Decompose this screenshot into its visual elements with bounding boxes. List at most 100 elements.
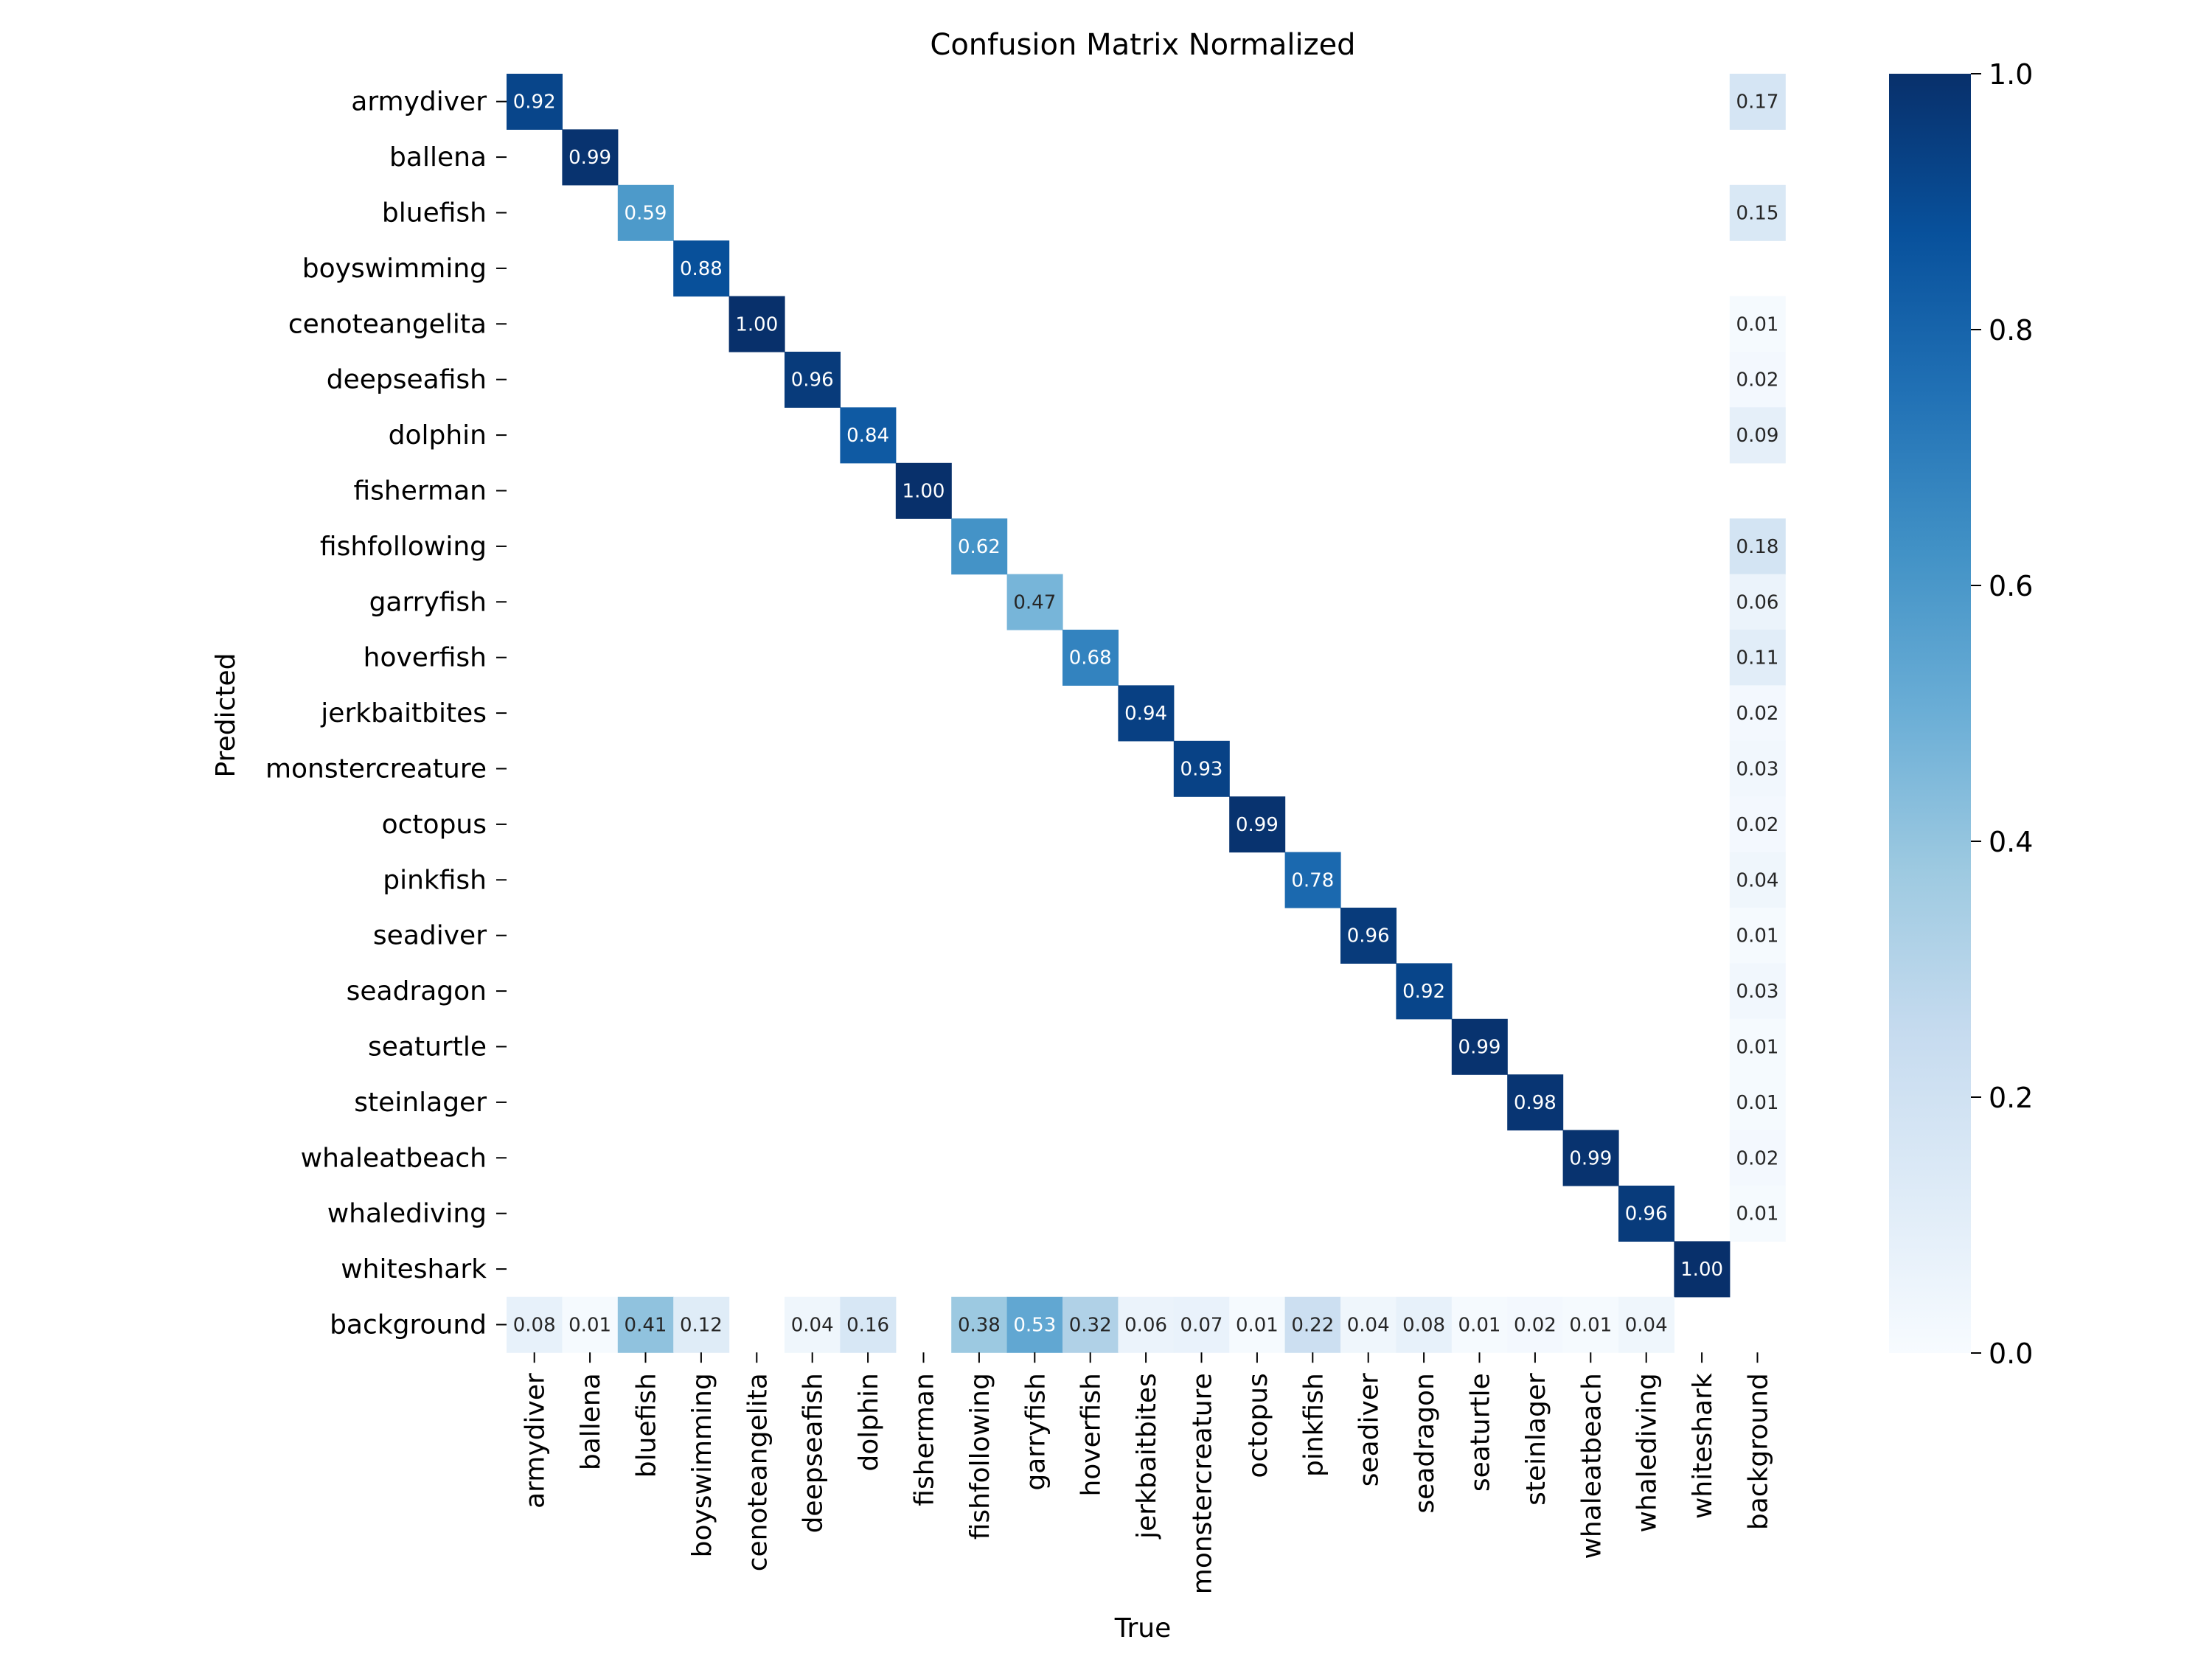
cell-value-label: 0.01 xyxy=(1736,1203,1779,1225)
cell-value-label: 0.06 xyxy=(1736,591,1779,613)
cell-value-label: 0.92 xyxy=(513,91,556,114)
heatmap-cell xyxy=(1729,74,1786,130)
x-tick-label: armydiver xyxy=(521,1373,551,1509)
cell-value-label: 0.15 xyxy=(1736,203,1779,225)
cell-value-label: 0.32 xyxy=(1069,1315,1112,1337)
x-tick-labels: armydiver ballena bluefish boyswimming cenot… xyxy=(521,1352,1774,1594)
y-tick-labels: armydiver ballena bluefish boyswimming cenot… xyxy=(265,87,507,1340)
heatmap-cell xyxy=(1618,1296,1674,1353)
cell-value-label: 0.99 xyxy=(568,147,611,169)
y-tick-label: bluefish xyxy=(382,198,487,229)
cell-value-label: 0.01 xyxy=(1736,1037,1779,1059)
cell-value-label: 0.78 xyxy=(1291,869,1334,891)
heatmap-cell xyxy=(673,240,730,297)
y-tick-label: seadiver xyxy=(373,921,487,951)
heatmap-cell xyxy=(1729,1186,1786,1242)
heatmap-cell xyxy=(1006,1296,1063,1353)
heatmap-cell xyxy=(785,1296,841,1353)
heatmap-cell xyxy=(1396,1296,1453,1353)
cell-value-label: 0.98 xyxy=(1514,1092,1557,1114)
colorbar: 0.0 0.2 0.4 0.6 0.8 1.0 xyxy=(1889,58,2033,1370)
cell-value-label: 0.96 xyxy=(1625,1203,1668,1225)
x-tick-label: seadiver xyxy=(1354,1373,1385,1486)
cell-value-label: 0.08 xyxy=(1402,1315,1445,1337)
heatmap-cell xyxy=(1340,908,1397,964)
cell-value-label: 0.02 xyxy=(1736,369,1779,392)
cell-value-label: 0.08 xyxy=(513,1315,556,1337)
heatmap-cell xyxy=(895,462,952,519)
colorbar-tick-label: 0.8 xyxy=(1989,314,2033,347)
cell-value-label: 0.01 xyxy=(1458,1315,1501,1337)
heatmap-cell xyxy=(785,352,841,408)
x-tick-label: octopus xyxy=(1243,1373,1273,1478)
cell-value-label: 0.02 xyxy=(1736,814,1779,836)
colorbar-tick-label: 0.2 xyxy=(1989,1082,2033,1114)
cell-value-label: 0.94 xyxy=(1124,703,1167,725)
cell-value-label: 1.00 xyxy=(902,481,945,503)
x-tick-label: ballena xyxy=(576,1373,606,1470)
colorbar-tick-label: 0.6 xyxy=(1989,570,2033,602)
cell-value-label: 0.01 xyxy=(1236,1315,1279,1337)
heatmap-cell xyxy=(1674,1241,1731,1298)
heatmap-cell xyxy=(1729,1074,1786,1131)
cell-value-label: 0.62 xyxy=(958,536,1001,558)
y-tick-label: pinkfish xyxy=(383,865,487,895)
x-tick-label: hoverfish xyxy=(1077,1373,1107,1496)
heatmap-cell xyxy=(1173,1296,1230,1353)
heatmap-cell xyxy=(1729,908,1786,964)
cell-value-label: 0.03 xyxy=(1736,759,1779,781)
heatmap-cell xyxy=(1340,1296,1397,1353)
cell-value-label: 0.01 xyxy=(568,1315,611,1337)
cell-value-label: 0.59 xyxy=(625,203,667,225)
heatmap-cell xyxy=(1729,852,1786,908)
heatmap-cell xyxy=(1729,1018,1786,1075)
x-axis-label: True xyxy=(1114,1613,1171,1644)
heatmap-cell xyxy=(1284,852,1341,908)
heatmap-cell xyxy=(1729,407,1786,464)
heatmap-cell xyxy=(562,1296,619,1353)
heatmap-cell xyxy=(840,407,897,464)
cell-value-label: 0.99 xyxy=(1458,1037,1501,1059)
heatmap-cell xyxy=(1729,574,1786,630)
x-tick-label: whiteshark xyxy=(1688,1373,1718,1519)
x-tick-label: cenoteangelita xyxy=(742,1373,773,1571)
cell-value-label: 0.06 xyxy=(1124,1315,1167,1337)
x-tick-label: pinkfish xyxy=(1298,1373,1329,1477)
x-tick-label: whaleatbeach xyxy=(1576,1373,1607,1559)
cell-value-label: 0.03 xyxy=(1736,981,1779,1003)
heatmap-cell xyxy=(1396,963,1453,1020)
cell-value-label: 0.96 xyxy=(791,369,834,392)
y-tick-label: hoverfish xyxy=(364,643,487,673)
cell-value-label: 0.02 xyxy=(1514,1315,1557,1337)
cell-value-label: 0.04 xyxy=(791,1315,834,1337)
y-tick-label: whaleatbeach xyxy=(301,1143,487,1173)
x-tick-label: background xyxy=(1744,1373,1774,1530)
heatmap-cell xyxy=(951,518,1008,575)
heatmap-cell xyxy=(1618,1186,1674,1242)
x-tick-label: bluefish xyxy=(632,1373,662,1478)
y-tick-label: jerkbaitbites xyxy=(320,698,487,728)
x-tick-label: jerkbaitbites xyxy=(1132,1373,1162,1540)
heatmap-cell xyxy=(1507,1074,1564,1131)
x-tick-label: seaturtle xyxy=(1466,1373,1496,1492)
y-tick-label: armydiver xyxy=(351,87,487,117)
colorbar-tick-label: 1.0 xyxy=(1989,58,2033,91)
cell-value-label: 0.38 xyxy=(958,1315,1001,1337)
x-tick-label: seadragon xyxy=(1410,1373,1440,1513)
cell-value-label: 0.99 xyxy=(1569,1147,1612,1169)
x-tick-label: garryfish xyxy=(1020,1373,1051,1490)
heatmap-cell xyxy=(507,74,563,130)
heatmap-cell xyxy=(1729,184,1786,241)
y-tick-label: garryfish xyxy=(369,587,487,617)
heatmap-cell xyxy=(1006,574,1063,630)
heatmap-cell xyxy=(1284,1296,1341,1353)
cell-value-label: 0.01 xyxy=(1736,925,1779,947)
heatmap-cell xyxy=(1562,1296,1619,1353)
cell-value-label: 0.68 xyxy=(1069,647,1112,669)
y-tick-label: seaturtle xyxy=(368,1032,487,1062)
y-tick-label: whalediving xyxy=(327,1199,487,1229)
y-tick-label: deepseafish xyxy=(327,365,487,395)
heatmap-cell xyxy=(1229,1296,1286,1353)
cell-value-label: 0.93 xyxy=(1180,759,1223,781)
y-tick-label: octopus xyxy=(382,810,487,840)
